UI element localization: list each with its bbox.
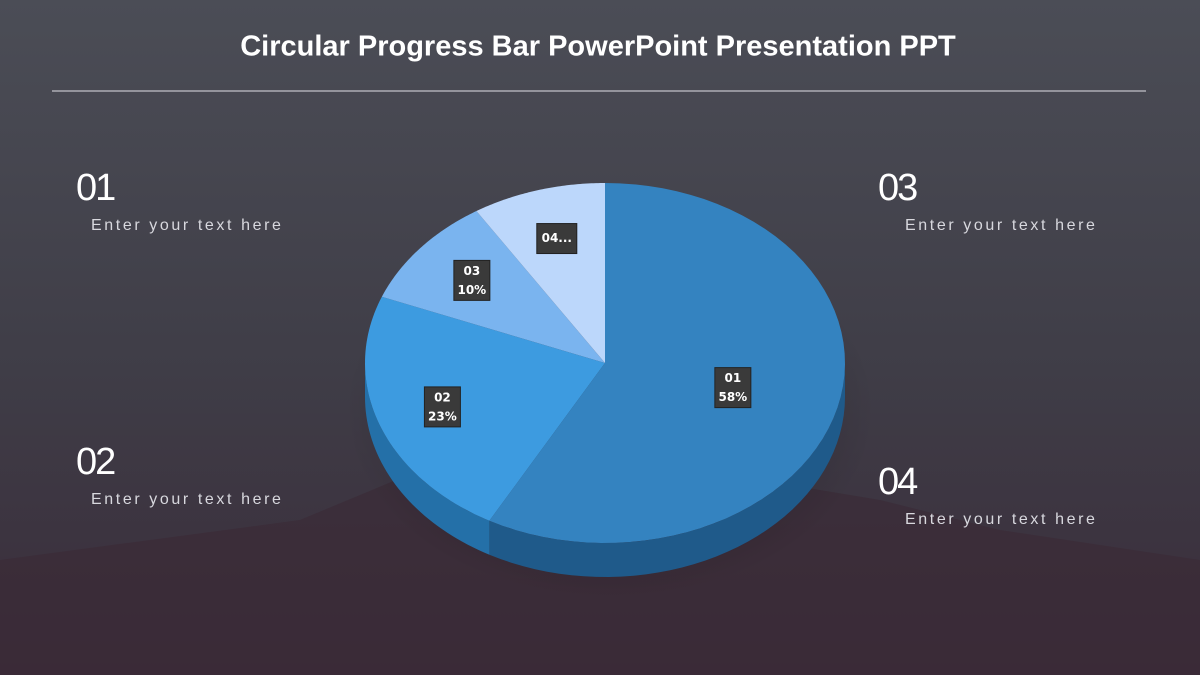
data-label-value: 23% xyxy=(428,409,457,423)
item-number: 03 xyxy=(878,167,917,209)
item-text: Enter your text here xyxy=(905,217,1098,234)
item-number: 02 xyxy=(76,441,115,483)
data-label-box xyxy=(536,223,578,255)
pie-slice xyxy=(365,296,605,521)
data-label-name: 02 xyxy=(434,390,451,404)
slide-title: Circular Progress Bar PowerPoint Present… xyxy=(240,31,956,63)
data-label-name: 01 xyxy=(725,371,742,385)
slice-side xyxy=(365,363,490,555)
data-label-box xyxy=(423,386,461,428)
data-label-box xyxy=(714,367,752,409)
data-label-name: 03 xyxy=(464,264,481,278)
item-number: 04 xyxy=(878,461,918,503)
item-text: Enter your text here xyxy=(905,511,1098,528)
pie-slice xyxy=(381,211,605,363)
item-number: 01 xyxy=(76,167,115,209)
data-label-value: 58% xyxy=(718,390,747,404)
item-text: Enter your text here xyxy=(91,491,284,508)
pie-chart: 01 58% 02 23% 03 10% 04... xyxy=(365,183,845,577)
slice-side xyxy=(489,363,845,577)
data-label-name: 04... xyxy=(542,231,572,245)
data-label-value: 10% xyxy=(457,283,486,297)
data-label-box xyxy=(453,259,491,301)
pie-slice xyxy=(489,183,845,543)
item-text: Enter your text here xyxy=(91,217,284,234)
